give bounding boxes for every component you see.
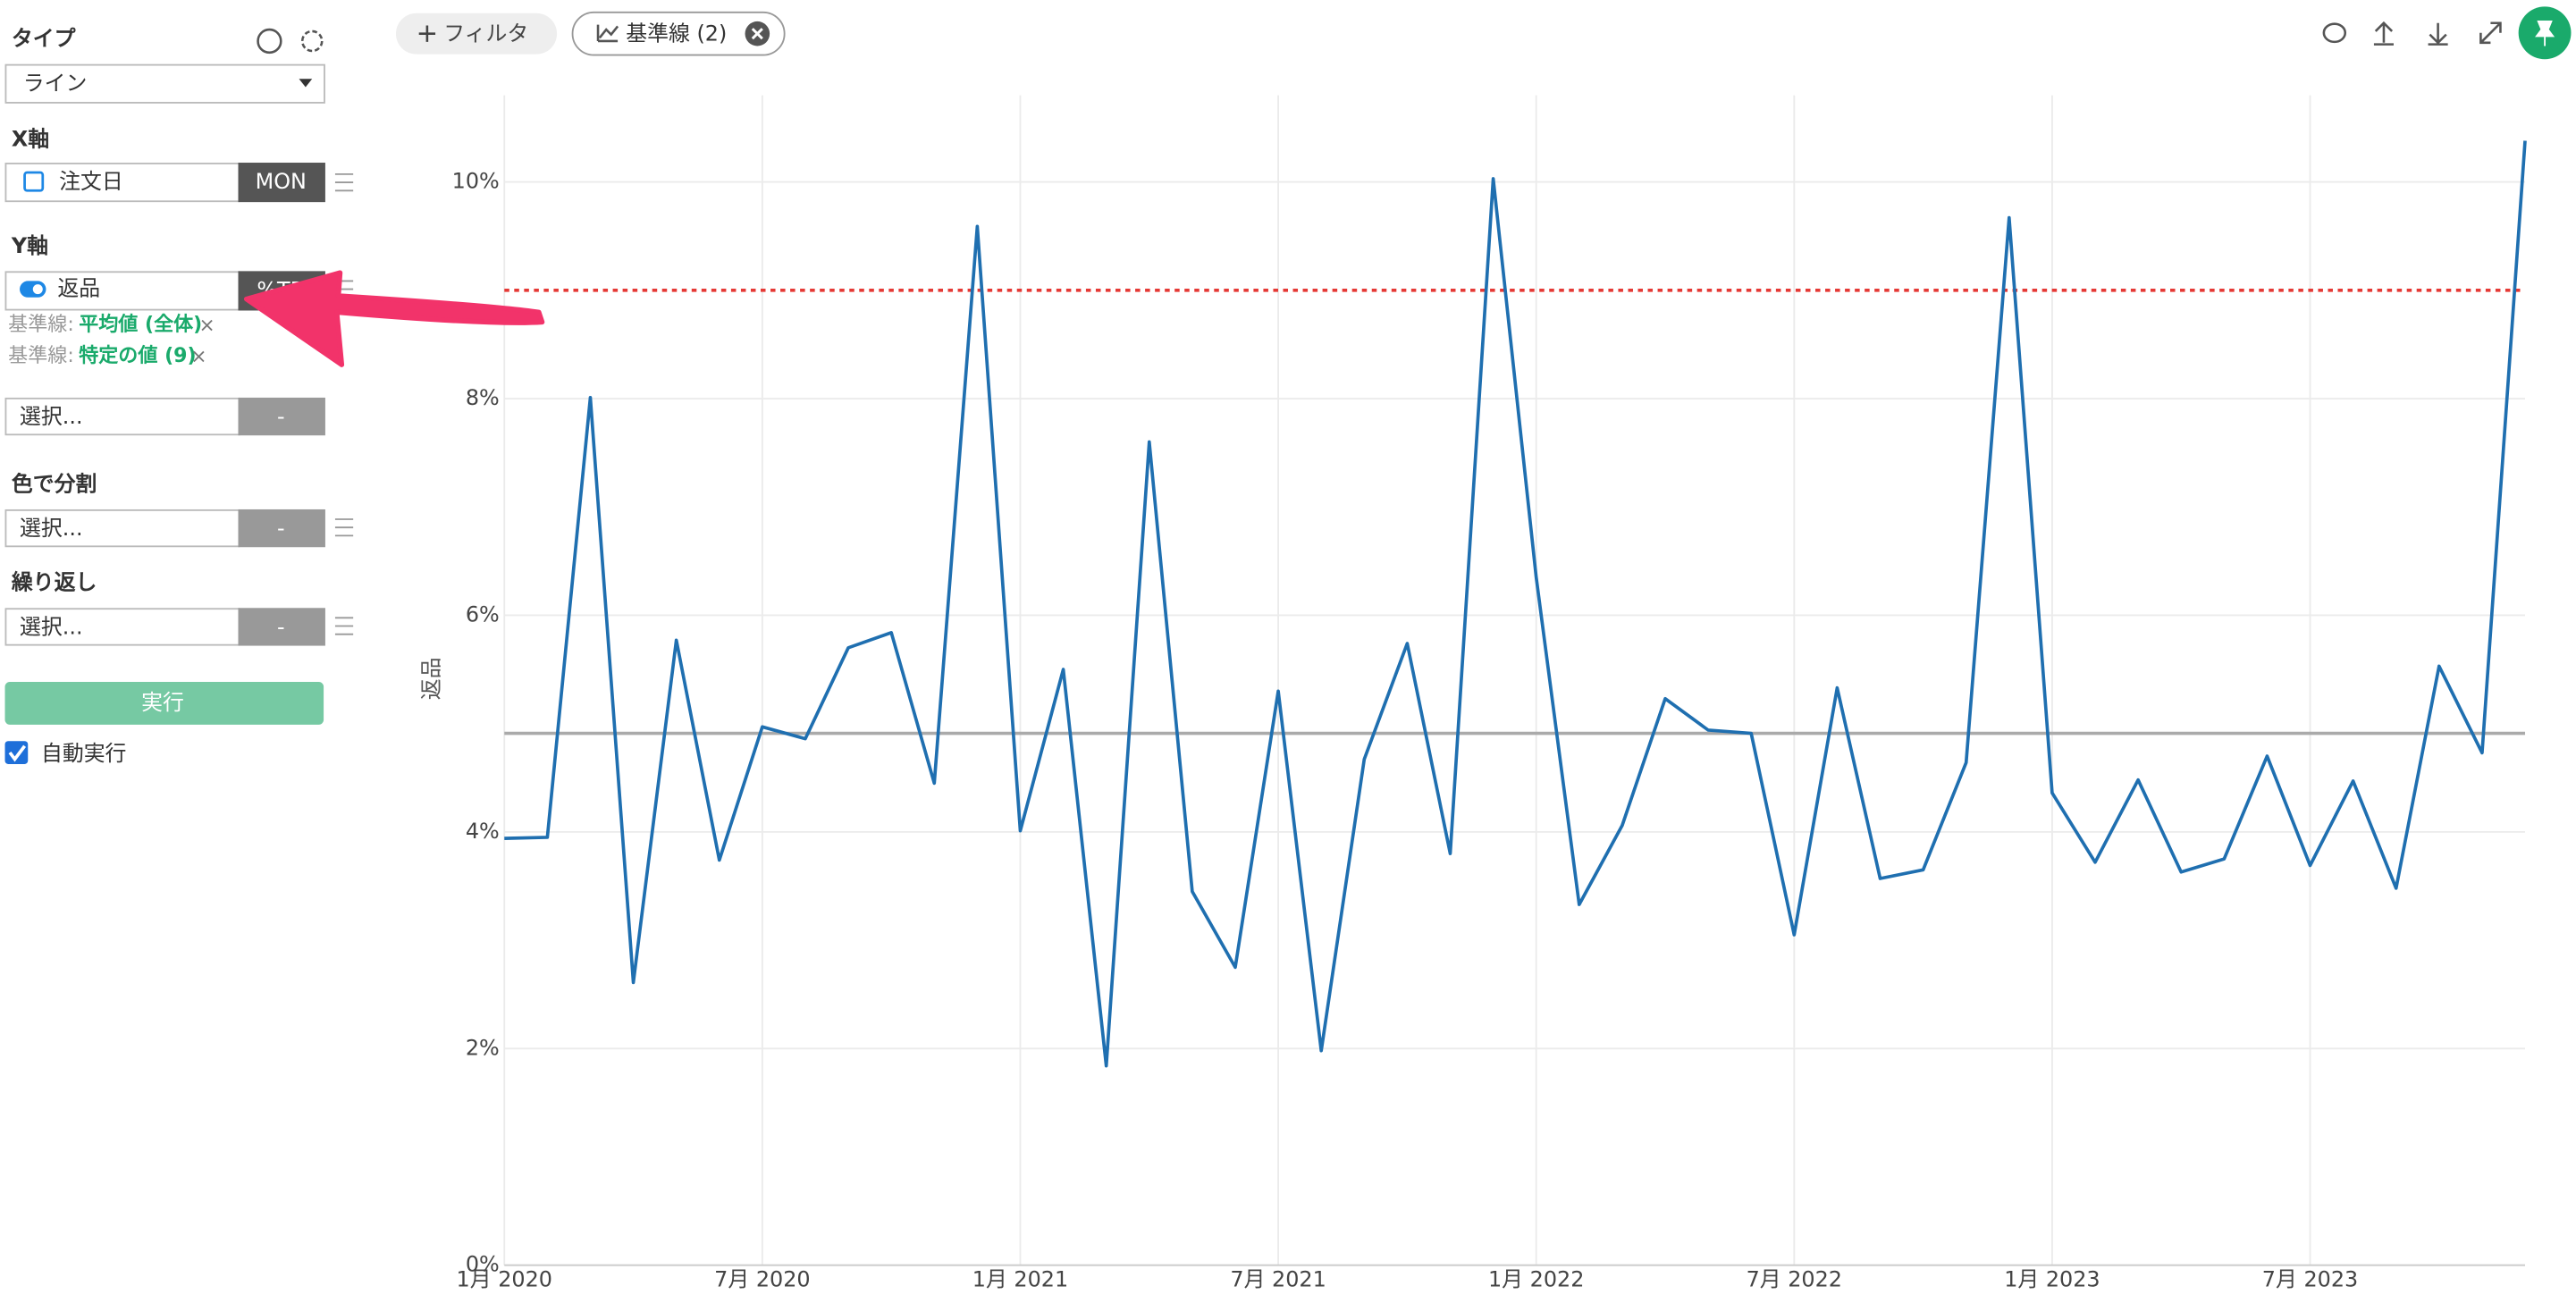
remove-icon[interactable] [193, 350, 205, 363]
x-tick-label: 7月 2021 [1230, 1266, 1326, 1291]
auto-run-checkbox[interactable] [4, 741, 29, 764]
y-tick-label: 6% [466, 601, 500, 626]
select-field[interactable] [4, 608, 240, 646]
drag-handle[interactable] [334, 518, 354, 537]
close-x [751, 28, 763, 40]
data-line [504, 140, 2527, 1068]
baseline-chip-text: 基準線 (2) [626, 21, 727, 46]
run-button-text: 実行 [141, 690, 184, 715]
select-placeholder: 選択... [20, 404, 83, 429]
filter-text: フィルタ [443, 21, 528, 46]
type-value: ライン [23, 71, 88, 96]
baseline-name[interactable]: 平均値 (全体) [79, 313, 202, 336]
check-mark [8, 744, 27, 762]
select-placeholder: 選択... [20, 516, 83, 541]
baseline-name[interactable]: 特定の値 (9) [79, 344, 196, 367]
x-field[interactable] [4, 163, 240, 203]
select-agg-text: - [277, 614, 285, 639]
pin-icon [2535, 20, 2555, 46]
select-agg-text: - [277, 404, 285, 429]
y-tick-label: 4% [466, 819, 500, 844]
baseline-chip[interactable] [571, 11, 786, 56]
x-agg[interactable] [238, 163, 325, 203]
x-tick-label: 1月 2023 [2004, 1266, 2100, 1291]
dropdown-caret [299, 79, 313, 88]
chart: 0% 2% 4% 6% 8% 10% 1月 2020 7月 2020 1月 2021 7月 202… [452, 95, 2527, 1291]
filter-chip[interactable] [395, 13, 558, 55]
x-tick-label: 7月 2023 [2262, 1266, 2358, 1291]
comment-icon[interactable] [2322, 22, 2347, 44]
select-agg[interactable] [238, 608, 325, 646]
y-tick-label: 0% [466, 1252, 500, 1277]
x-tick-label: 1月 2022 [1488, 1266, 1584, 1291]
x-tick-label: 7月 2020 [714, 1266, 810, 1291]
drag-handle[interactable] [334, 617, 354, 635]
run-button[interactable] [4, 682, 324, 725]
annotation-arrow [243, 270, 545, 367]
x-tick-label: 1月 2021 [972, 1266, 1068, 1291]
y-tick-label: 10% [452, 169, 500, 194]
baseline-prefix: 基準線: [8, 345, 74, 367]
x-agg-text: MON [256, 169, 307, 194]
calendar-icon [23, 171, 45, 192]
type-dropdown[interactable] [4, 63, 325, 104]
toggle-knob [32, 284, 43, 295]
color-split-label: 色で分割 [12, 471, 97, 496]
x-tick-label: 7月 2022 [1747, 1266, 1842, 1291]
select-placeholder: 選択... [20, 614, 83, 639]
plus-icon [418, 25, 436, 42]
select-field[interactable] [4, 397, 240, 436]
select-agg[interactable] [238, 509, 325, 548]
settings-icon[interactable] [300, 29, 324, 53]
select-agg[interactable] [238, 397, 325, 436]
baseline-prefix: 基準線: [8, 314, 74, 336]
x-axis-label: X軸 [12, 126, 49, 151]
auto-run-label: 自動実行 [41, 741, 126, 766]
x-tick-label: 1月 2020 [457, 1266, 552, 1291]
x-field-name: 注文日 [59, 169, 123, 194]
y-tick-label: 8% [466, 385, 500, 410]
y-tick-label: 2% [466, 1035, 500, 1060]
select-field[interactable] [4, 509, 240, 548]
y-field-name: 返品 [57, 276, 100, 301]
drag-handle[interactable] [334, 172, 354, 192]
expand-icon[interactable] [2479, 21, 2502, 45]
upload-icon[interactable] [2373, 21, 2394, 46]
repeat-label: 繰り返し [12, 570, 97, 595]
y-axis-title: 返品 [418, 657, 443, 700]
remove-icon[interactable] [201, 319, 213, 332]
y-axis-label: Y軸 [11, 233, 48, 258]
chart-icon [596, 24, 619, 43]
download-icon[interactable] [2428, 22, 2448, 46]
help-icon[interactable] [257, 28, 282, 55]
select-agg-text: - [277, 516, 285, 541]
type-label: タイプ [12, 26, 76, 51]
